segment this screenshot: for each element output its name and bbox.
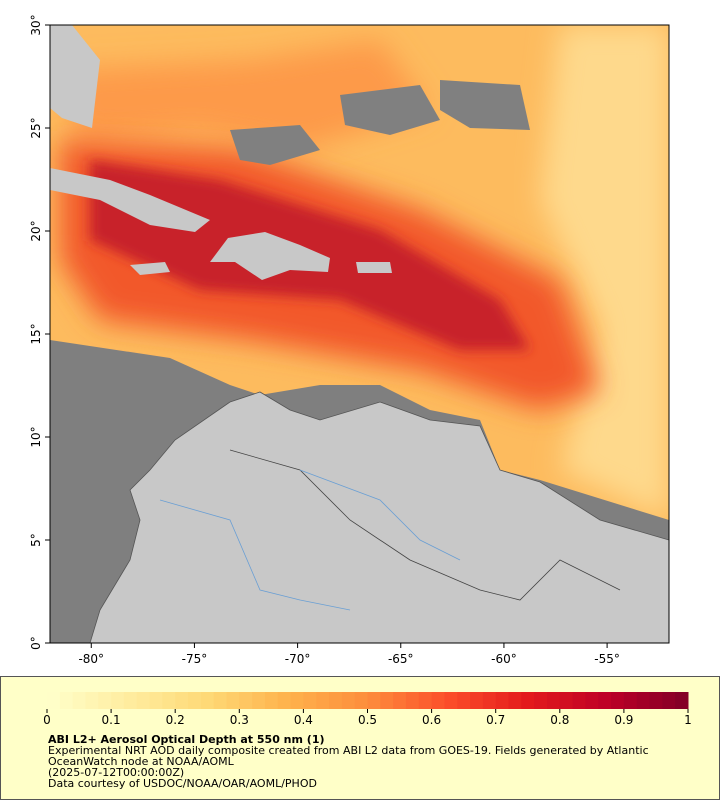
land [356,262,392,273]
colorbar-step [623,692,638,709]
colorbar-step [59,692,74,709]
y-tick-label: 5° [29,533,43,547]
colorbar-tick-label: 0.8 [550,713,569,727]
axes: -80° -75° -70° -65° -60° -55° 0° 5° 10° 15° 20° 25°… [29,14,620,666]
no-data [440,80,530,130]
colorbar-step [572,692,586,709]
no-data [340,85,440,135]
colorbar-step [239,692,253,709]
x-tick-label: -70° [285,652,311,666]
colorbar-step [559,692,574,709]
colorbar-step [226,692,240,709]
colorbar-step [188,692,202,709]
colorbar-step [354,692,368,709]
colorbar-step [675,692,689,709]
y-tick-label: 15° [29,323,43,344]
colorbar-step [175,692,189,709]
colorbar-step [585,692,599,709]
colorbar-step [123,692,138,709]
colorbar-step [329,692,343,709]
description-line: Data courtesy of USDOC/NOAA/OAR/AOML/PHO… [48,777,317,790]
description-line: OceanWatch node at NOAA/AOML [48,755,235,768]
colorbar-step [611,692,625,709]
colorbar-step [213,692,227,709]
land [89,391,669,643]
colorbar-step [418,692,433,709]
colorbar-step [200,692,215,709]
colorbar-step [149,692,163,709]
colorbar-step [98,692,112,709]
river [159,499,351,611]
aod-mid [60,40,430,150]
colorbar-step [367,692,381,709]
x-tick-label: -75° [182,652,208,666]
colorbar-step [85,692,99,709]
aod-low [540,25,669,520]
colorbar-tick-label: 0.1 [102,713,121,727]
colorbar-step [162,692,176,709]
colorbar-step [470,692,484,709]
colorbar-tick-label: 0.7 [486,713,505,727]
x-tick-label: -55° [594,652,620,666]
colorbar-step [444,692,458,709]
colorbar-step [405,692,420,709]
title: ABI L2+ Aerosol Optical Depth at 550 nm … [48,733,325,746]
colorbar-step [457,692,471,709]
colorbar-step [662,692,676,709]
colorbar-step [47,692,61,709]
y-tick-label: 25° [29,117,43,138]
colorbar-step [341,692,356,709]
description: Experimental NRT AOD daily composite cre… [48,744,649,790]
y-tick-label: 0° [29,636,43,650]
colorbar-step [431,692,445,709]
map [50,25,669,643]
colorbar-tick-label: 0.5 [358,713,377,727]
land [210,232,330,280]
colorbar-tick-label: 1 [684,713,692,727]
land [130,262,170,275]
land [50,168,210,232]
colorbar-step [546,692,561,709]
colorbar-step [264,692,279,709]
y-tick-label: 10° [29,426,43,447]
colorbar-step [521,692,535,709]
colorbar-tick-label: 0 [43,713,51,727]
description-line: (2025-07-12T00:00:00Z) [48,766,184,779]
x-tick-label: -65° [388,652,414,666]
y-tick-label: 20° [29,220,43,241]
river [299,469,461,561]
colorbar-step [482,692,497,709]
colorbar-tick-label: 0.6 [422,713,441,727]
colorbar-step [316,692,330,709]
colorbar-step [508,692,522,709]
colorbar-tick-label: 0.4 [294,713,313,727]
x-tick-label: -80° [78,652,104,666]
colorbar-tick-label: 0.3 [230,713,249,727]
border [229,449,621,601]
colorbar-step [290,692,304,709]
colorbar-tick-label: 0.9 [614,713,633,727]
colorbar-step [252,692,266,709]
colorbar-step [534,692,548,709]
colorbar-step [393,692,407,709]
colorbar-step [277,692,292,709]
description-line: Experimental NRT AOD daily composite cre… [48,744,649,757]
colorbar-tick-label: 0.2 [166,713,185,727]
colorbar-step [495,692,510,709]
colorbar-step [72,692,86,709]
colorbar-step [636,692,651,709]
colorbar-step [136,692,151,709]
colorbar-step [303,692,317,709]
colorbar-step [649,692,663,709]
colorbar: 0 0.1 0.2 0.3 0.4 0.5 0.6 0.7 0.8 0.9 1 [43,692,692,727]
colorbar-step [380,692,394,709]
y-tick-label: 30° [29,14,43,35]
no-data [230,125,320,165]
colorbar-step [598,692,612,709]
x-tick-label: -60° [491,652,517,666]
land [50,25,100,128]
colorbar-step [111,692,125,709]
